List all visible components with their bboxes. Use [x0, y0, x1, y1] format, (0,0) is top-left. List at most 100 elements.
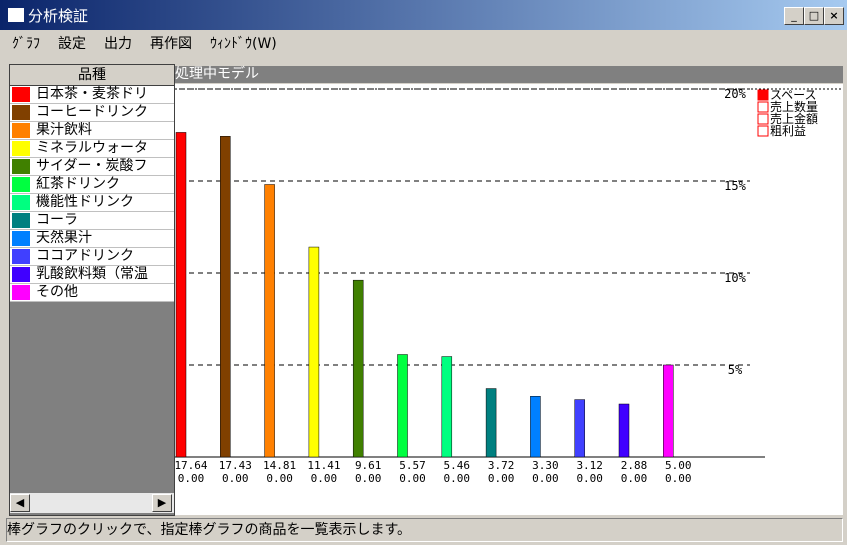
category-label: 日本茶・麦茶ドリ — [36, 86, 148, 102]
category-label: 天然果汁 — [36, 230, 92, 246]
category-item[interactable]: ミネラルウォータ — [10, 140, 174, 158]
value-label: 11.41 — [307, 459, 340, 472]
close-button[interactable]: × — [824, 7, 844, 25]
category-item[interactable]: サイダー・炭酸フ — [10, 158, 174, 176]
menu-item[interactable]: 出力 — [104, 36, 132, 52]
category-label: コーラ — [36, 212, 78, 228]
category-item[interactable]: 日本茶・麦茶ドリ — [10, 86, 174, 104]
category-label: ミネラルウォータ — [36, 140, 148, 156]
menu-item[interactable]: 再作図 — [150, 36, 192, 52]
category-panel: 品種 日本茶・麦茶ドリ コーヒードリンク 果汁飲料ミネラルウォータ サイダー・炭酸フ紅… — [9, 64, 175, 516]
bar — [308, 246, 320, 458]
status-bar: 棒グラフのクリックで、指定棒グラフの商品を一覧表示します。 — [6, 518, 843, 542]
color-swatch — [12, 141, 30, 156]
menu-item[interactable]: 設定 — [58, 36, 86, 52]
value-label: 0.00 — [355, 472, 382, 485]
category-list: 日本茶・麦茶ドリ コーヒードリンク 果汁飲料ミネラルウォータ サイダー・炭酸フ 紅茶ドリ… — [10, 86, 174, 302]
value-label: 17.64 — [175, 459, 208, 472]
legend-label: 売上数量 — [770, 99, 818, 114]
value-label: 0.00 — [399, 472, 426, 485]
legend-swatch — [757, 89, 769, 101]
list-header: 品種 — [10, 65, 174, 86]
color-swatch — [12, 177, 30, 192]
chart: 5% 10% 15% 20% 17.64 17.43 14.81 11.41 9.61 5.57 5… — [175, 84, 843, 515]
bar — [663, 364, 674, 458]
color-swatch — [12, 267, 30, 282]
value-label: 3.30 — [532, 459, 559, 472]
color-swatch — [12, 87, 30, 102]
category-label: ココアドリンク — [36, 248, 134, 264]
value-label: 0.00 — [621, 472, 648, 485]
color-swatch — [12, 285, 30, 300]
color-swatch — [12, 159, 30, 174]
value-label: 2.88 — [621, 459, 648, 472]
category-label: 機能性ドリンク — [36, 194, 134, 210]
category-item[interactable]: 乳酸飲料類（常温 — [10, 266, 174, 284]
value-label: 9.61 — [355, 459, 382, 472]
scrollbar[interactable]: ◀ ▶ — [10, 493, 174, 513]
value-label: 0.00 — [532, 472, 559, 485]
bar — [264, 184, 275, 458]
color-swatch — [12, 123, 30, 138]
bar — [618, 403, 630, 458]
bar — [530, 396, 541, 458]
value-label: 5.00 — [665, 459, 692, 472]
value-label: 0.00 — [222, 472, 249, 485]
legend-swatch — [757, 113, 769, 125]
value-label: 3.12 — [576, 459, 603, 472]
scroll-left[interactable]: ◀ — [10, 494, 30, 512]
scroll-right[interactable]: ▶ — [152, 494, 172, 512]
bar — [441, 356, 453, 458]
color-swatch — [12, 249, 30, 264]
title-bar: 分析検証 _ □ × — [0, 0, 847, 30]
bar — [397, 354, 408, 458]
value-label: 0.00 — [266, 472, 293, 485]
category-item[interactable]: コーラ — [10, 212, 174, 230]
category-label: コーヒードリンク — [36, 104, 148, 120]
legend-label: 粗利益 — [770, 124, 806, 138]
window-title: 分析検証 — [28, 7, 89, 25]
category-label: 乳酸飲料類（常温 — [36, 266, 148, 282]
maximize-button[interactable]: □ — [804, 7, 824, 25]
value-label: 5.57 — [399, 459, 426, 472]
category-item[interactable]: 紅茶ドリンク — [10, 176, 174, 194]
category-label: 果汁飲料 — [36, 122, 92, 138]
legend-swatch — [757, 125, 769, 137]
value-label: 17.43 — [219, 459, 252, 472]
category-item[interactable]: ココアドリンク — [10, 248, 174, 266]
menu-item[interactable]: ｸﾞﾗﾌ — [12, 36, 40, 52]
legend-label: 売上金額 — [770, 111, 818, 126]
color-swatch — [12, 105, 30, 120]
legend-swatch — [757, 101, 769, 113]
value-label: 0.00 — [665, 472, 692, 485]
category-item[interactable]: 果汁飲料 — [10, 122, 174, 140]
value-label: 0.00 — [444, 472, 471, 485]
category-item[interactable]: 機能性ドリンク — [10, 194, 174, 212]
category-item[interactable]: 天然果汁 — [10, 230, 174, 248]
y-tick-label: 5% — [728, 363, 743, 377]
bar — [175, 132, 187, 458]
y-tick-label: 10% — [724, 271, 746, 285]
bar — [574, 399, 585, 458]
y-tick-label: 20% — [724, 87, 746, 101]
bar — [352, 279, 364, 458]
color-swatch — [12, 195, 30, 210]
category-item[interactable]: コーヒードリンク — [10, 104, 174, 122]
menu-bar: ｸﾞﾗﾌ 設定 出力 再作図 ｳｨﾝﾄﾞｳ(W) — [0, 32, 847, 56]
category-label: サイダー・炭酸フ — [36, 158, 148, 174]
category-label: 紅茶ドリンク — [36, 176, 120, 192]
value-label: 3.72 — [488, 459, 514, 472]
minimize-button[interactable]: _ — [784, 7, 804, 25]
category-label: その他 — [36, 284, 78, 300]
category-item[interactable]: その他 — [10, 284, 174, 302]
menu-item[interactable]: ｳｨﾝﾄﾞｳ(W) — [210, 36, 277, 52]
legend-label: スペース — [770, 88, 817, 102]
bar — [220, 136, 231, 458]
y-tick-label: 15% — [724, 179, 746, 193]
value-label: 5.46 — [444, 459, 471, 472]
value-label: 0.00 — [488, 472, 514, 485]
value-label: 0.00 — [178, 472, 205, 485]
value-label: 0.00 — [576, 472, 603, 485]
color-swatch — [12, 213, 30, 228]
